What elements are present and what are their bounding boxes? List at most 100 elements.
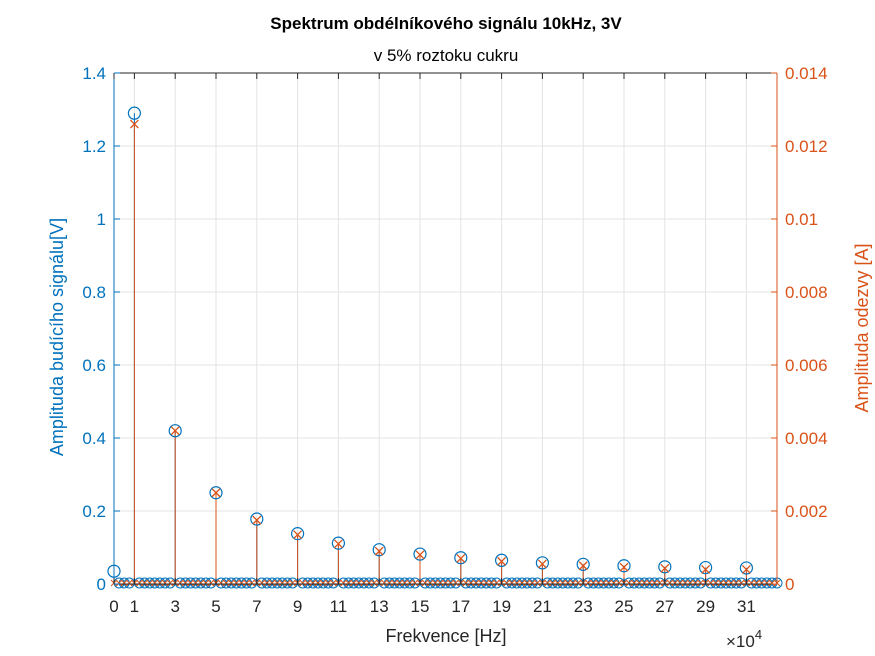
data-point-x bbox=[660, 563, 670, 573]
noise-floor-x-marker bbox=[768, 579, 776, 587]
noise-floor-x-marker bbox=[717, 579, 725, 587]
noise-floor-x-marker bbox=[482, 579, 490, 587]
noise-floor-x-marker bbox=[590, 579, 597, 587]
noise-floor-x-marker bbox=[758, 579, 766, 587]
noise-floor-x-marker bbox=[161, 579, 169, 587]
noise-floor-x-marker bbox=[401, 579, 409, 587]
noise-floor-x-marker bbox=[386, 579, 393, 587]
noise-floor-x-marker bbox=[146, 579, 154, 587]
x-tick-label: 13 bbox=[370, 597, 389, 616]
noise-floor-x-marker bbox=[442, 579, 449, 587]
noise-floor-x-marker bbox=[595, 579, 602, 587]
y-axis-right-label: Amplituda odezvy [A] bbox=[852, 243, 872, 412]
noise-floor-x-marker bbox=[268, 579, 276, 587]
noise-floor-x-marker bbox=[600, 579, 607, 587]
noise-floor-x-marker bbox=[156, 579, 164, 587]
y-tick-label-right: 0.012 bbox=[785, 137, 828, 156]
data-point-circle bbox=[617, 559, 631, 573]
noise-floor-x-marker bbox=[528, 579, 536, 587]
y-tick-label-left: 1.2 bbox=[82, 137, 106, 156]
data-point-x bbox=[497, 556, 507, 566]
x-tick-label: 3 bbox=[170, 597, 179, 616]
noise-floor-x-marker bbox=[544, 579, 551, 587]
noise-floor-x-marker bbox=[350, 579, 358, 587]
data-point-circle bbox=[739, 561, 754, 575]
stems bbox=[113, 113, 747, 584]
data-point-circle bbox=[168, 424, 182, 438]
x-multiplier: ×104 bbox=[726, 627, 762, 651]
noise-floor-x-marker bbox=[437, 579, 444, 587]
y-tick-label-right: 0.004 bbox=[785, 429, 828, 448]
y-tick-label-right: 0.008 bbox=[785, 283, 828, 302]
noise-floor-x-marker bbox=[151, 579, 159, 587]
noise-floor-x-marker bbox=[187, 579, 194, 587]
noise-floor-x-marker bbox=[605, 579, 613, 587]
noise-floor-x-marker bbox=[452, 579, 460, 587]
noise-floor-x-marker bbox=[243, 579, 250, 587]
noise-floor-x-marker bbox=[727, 579, 735, 587]
noise-floor-x-marker bbox=[345, 579, 352, 587]
data-point-x bbox=[129, 119, 139, 129]
y-tick-label-right: 0 bbox=[785, 575, 794, 594]
noise-floor-x-marker bbox=[319, 579, 327, 587]
data-point-x bbox=[374, 546, 384, 556]
x-tick-label: 17 bbox=[451, 597, 470, 616]
noise-floor-x-marker bbox=[584, 579, 592, 587]
y-tick-label-left: 0.6 bbox=[82, 356, 106, 375]
x-tick-label: 29 bbox=[696, 597, 715, 616]
noise-floor-x-marker bbox=[574, 579, 582, 587]
noise-floor-x-marker bbox=[518, 579, 526, 587]
data-point-circle bbox=[535, 556, 550, 570]
noise-floor-x-marker bbox=[748, 579, 755, 587]
data-point-circle bbox=[291, 527, 305, 541]
noise-floor-x-marker bbox=[141, 579, 148, 587]
noise-floor-x-marker bbox=[697, 579, 704, 587]
noise-floor-x-marker bbox=[360, 579, 368, 587]
data-point-circle bbox=[658, 560, 672, 574]
noise-floor-x-marker bbox=[651, 579, 658, 587]
y-tick-label-right: 0.002 bbox=[785, 502, 828, 521]
noise-floor-x-marker bbox=[289, 579, 296, 587]
noise-floor-x-marker bbox=[380, 579, 388, 587]
data-point-circle bbox=[209, 486, 223, 500]
x-multiplier-base: ×10 bbox=[726, 632, 755, 651]
data-point-x bbox=[701, 564, 711, 574]
noise-floor-x-marker bbox=[630, 579, 638, 587]
data-point-circle bbox=[372, 543, 386, 557]
noise-floor-x-marker bbox=[549, 579, 556, 587]
noise-floor-x-marker bbox=[615, 579, 623, 587]
y-tick-label-left: 0.4 bbox=[82, 429, 106, 448]
x-tick-label: 5 bbox=[211, 597, 220, 616]
noise-floor-x-marker bbox=[263, 579, 271, 587]
noise-floor-x-marker bbox=[411, 579, 419, 587]
x-tick-label: 19 bbox=[492, 597, 511, 616]
noise-floor-x-marker bbox=[309, 579, 317, 587]
data-point-x bbox=[537, 559, 547, 569]
noise-floor-x-marker bbox=[426, 579, 434, 587]
noise-floor-x-marker bbox=[431, 579, 439, 587]
noise-floor-x-marker bbox=[692, 579, 699, 587]
noise-floor-x-marker bbox=[166, 579, 174, 587]
chart-subtitle: v 5% roztoku cukru bbox=[374, 46, 519, 65]
noise-floor-x-marker bbox=[299, 579, 307, 587]
x-multiplier-exponent: 4 bbox=[755, 627, 762, 642]
noise-floor-x-marker bbox=[406, 579, 414, 587]
noise-floor-x-marker bbox=[222, 579, 230, 587]
noise-floor-x-marker bbox=[503, 579, 511, 587]
noise-floor-x-marker bbox=[227, 579, 235, 587]
x-tick-label: 7 bbox=[252, 597, 261, 616]
noise-floor-x-marker bbox=[569, 579, 577, 587]
noise-floor-x-marker bbox=[467, 579, 475, 587]
noise-floor-x-marker bbox=[304, 579, 312, 587]
noise-floor-x-marker bbox=[192, 579, 199, 587]
data-point-x bbox=[741, 564, 751, 574]
noise-floor-x-marker bbox=[314, 579, 322, 587]
noise-floor-x-marker bbox=[472, 579, 480, 587]
axes bbox=[113, 72, 778, 585]
x-tick-label: 21 bbox=[533, 597, 552, 616]
data-point-x bbox=[456, 553, 466, 563]
noise-floor-x-marker bbox=[763, 579, 771, 587]
x-tick-label: 23 bbox=[574, 597, 593, 616]
noise-floor-x-marker bbox=[641, 579, 648, 587]
